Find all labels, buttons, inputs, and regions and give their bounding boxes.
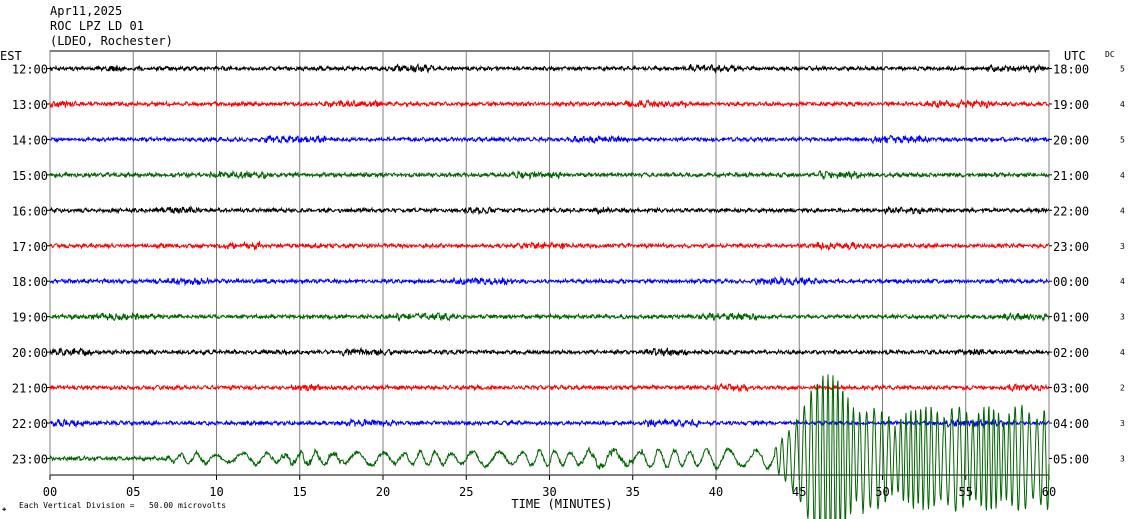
scale-note: Each Vertical Division = 50.00 microvolt… <box>19 501 226 510</box>
x-tick-label: 55 <box>959 485 973 499</box>
utc-axis-title: UTC <box>1064 49 1086 63</box>
utc-hour-label: 03:00 <box>1053 382 1089 396</box>
utc-hour-label: 01:00 <box>1053 311 1089 325</box>
dc-value: 4 <box>1120 277 1125 286</box>
est-hour-label: 22:00 <box>12 417 48 431</box>
x-tick-label: 10 <box>209 485 223 499</box>
utc-hour-label: 21:00 <box>1053 169 1089 183</box>
seismic-traces <box>49 62 1050 519</box>
utc-hour-label: 00:00 <box>1053 275 1089 289</box>
seismic-trace-1800 <box>50 275 1050 287</box>
x-tick-label: 50 <box>875 485 889 499</box>
est-hour-label: 21:00 <box>12 382 48 396</box>
utc-hour-label: 22:00 <box>1053 204 1089 218</box>
x-tick-label: 60 <box>1042 485 1056 499</box>
date-label: Apr11,2025 <box>50 4 123 18</box>
utc-hour-label: 05:00 <box>1053 452 1089 466</box>
dc-value: 4 <box>1120 171 1125 180</box>
utc-hour-label: 23:00 <box>1053 240 1089 254</box>
seismic-trace-1300 <box>49 98 1050 110</box>
est-hour-label: 17:00 <box>12 240 48 254</box>
x-tick-label: 40 <box>709 485 723 499</box>
dc-value: 2 <box>1120 384 1125 393</box>
utc-hour-label: 04:00 <box>1053 417 1089 431</box>
est-hour-label: 19:00 <box>12 311 48 325</box>
seismic-trace-1400 <box>49 134 1050 145</box>
est-hour-label: 13:00 <box>12 98 48 112</box>
dc-value: 5 <box>1120 135 1125 144</box>
est-hour-label: 23:00 <box>12 452 48 466</box>
x-tick-label: 20 <box>376 485 390 499</box>
seismic-trace-1200 <box>49 62 1050 74</box>
est-hour-label: 12:00 <box>12 63 48 77</box>
x-tick-label: 00 <box>43 485 57 499</box>
seismic-trace-2300 <box>49 374 1050 519</box>
utc-hour-label: 18:00 <box>1053 63 1089 77</box>
seismic-trace-1600 <box>49 205 1050 216</box>
est-hour-label: 16:00 <box>12 204 48 218</box>
seismic-trace-1700 <box>49 240 1050 252</box>
dc-value: 3 <box>1120 242 1125 251</box>
est-hour-label: 15:00 <box>12 169 48 183</box>
network-label: (LDEO, Rochester) <box>50 34 173 48</box>
x-tick-label: 05 <box>126 485 140 499</box>
dc-value: 3 <box>1120 419 1125 428</box>
est-hour-label: 18:00 <box>12 275 48 289</box>
x-tick-label: 25 <box>459 485 473 499</box>
station-label: ROC LPZ LD 01 <box>50 19 144 33</box>
seismic-trace-1500 <box>49 169 1050 181</box>
dc-column-title: DC <box>1105 50 1115 59</box>
seismic-trace-2100 <box>49 382 1050 393</box>
utc-hour-label: 20:00 <box>1053 133 1089 147</box>
utc-hour-label: 02:00 <box>1053 346 1089 360</box>
x-tick-label: 15 <box>293 485 307 499</box>
dc-value: 3 <box>1120 454 1125 463</box>
x-tick-label: 35 <box>626 485 640 499</box>
seismic-trace-2000 <box>49 346 1050 357</box>
dc-value: 4 <box>1120 348 1125 357</box>
dc-value: 4 <box>1120 100 1125 109</box>
x-tick-label: 45 <box>792 485 806 499</box>
dc-value: 3 <box>1120 313 1125 322</box>
est-axis-title: EST <box>0 49 22 63</box>
est-hour-label: 14:00 <box>12 133 48 147</box>
utc-hour-label: 19:00 <box>1053 98 1089 112</box>
x-axis-title: TIME (MINUTES) <box>511 497 612 511</box>
footer-icon: ✚ <box>2 505 6 513</box>
seismic-trace-1900 <box>49 311 1050 323</box>
dc-value: 4 <box>1120 206 1125 215</box>
dc-value: 5 <box>1120 65 1125 74</box>
x-tick-label: 30 <box>542 485 556 499</box>
grid-lines <box>47 50 1052 480</box>
est-hour-label: 20:00 <box>12 346 48 360</box>
